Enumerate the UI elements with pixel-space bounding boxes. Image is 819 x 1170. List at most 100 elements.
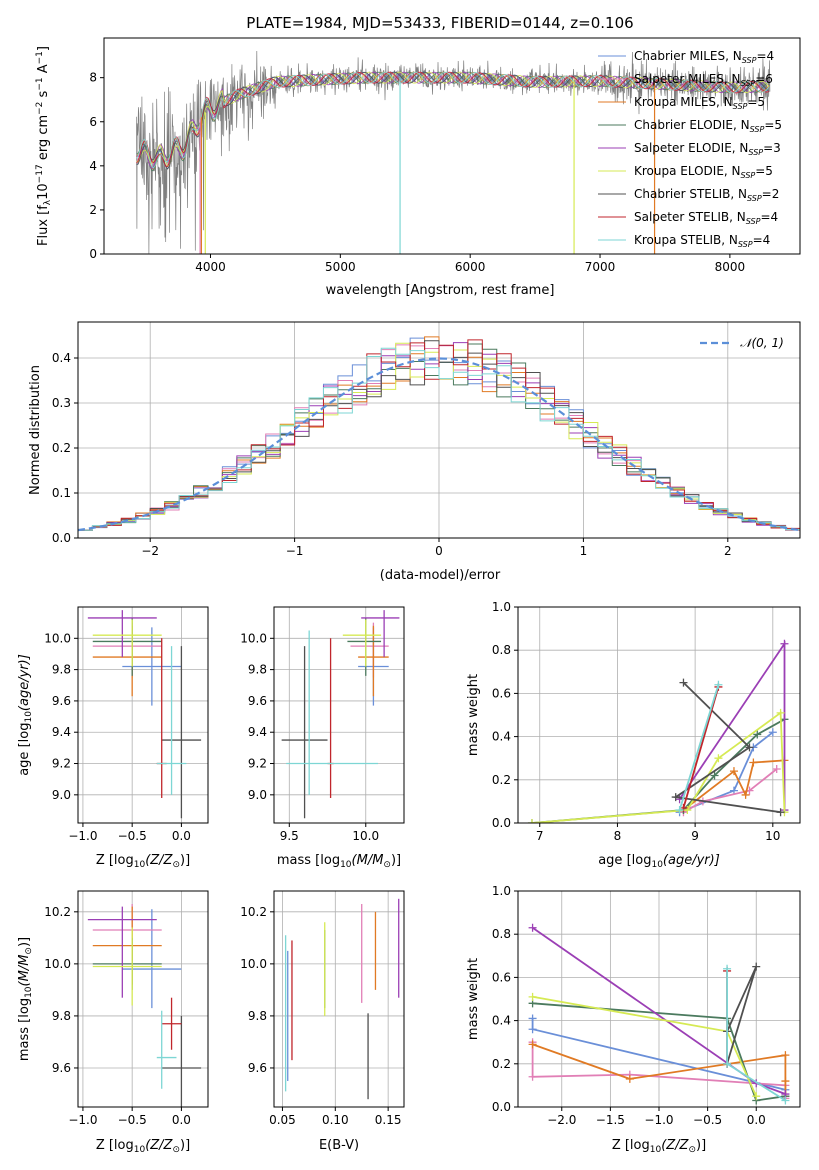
legend-subscript: SSP — [741, 79, 756, 88]
y-tick-label: 10.0 — [240, 631, 267, 645]
label-part: )] — [391, 853, 401, 868]
model-spectrum-4 — [136, 71, 770, 170]
weight-line-6 — [673, 681, 781, 814]
label-part: )] — [17, 937, 32, 947]
label-part: 10 — [134, 860, 146, 870]
weight-marker — [714, 680, 723, 689]
x-tick-label: 7 — [536, 829, 544, 843]
x-tick-label: −1.0 — [644, 1113, 673, 1127]
y-tick-label: 0.8 — [492, 927, 511, 941]
y-tick-label: 8 — [89, 71, 97, 85]
x-tick-label: 4000 — [195, 260, 226, 274]
spectrum-x-axis-label: wavelength [Angstrom, rest frame] — [326, 283, 555, 298]
label-part: Z [log — [96, 853, 134, 868]
legend-subscript: SSP — [738, 240, 753, 249]
label-part: (M/M — [17, 955, 32, 987]
axes-age_vs_Z: −1.0 −0.5 0.0 9.0 9.2 9.4 9.6 9.8 10.0 — [44, 606, 209, 843]
label-part: ⊙ — [383, 860, 391, 870]
errorbar-point-8 — [156, 1010, 177, 1089]
legend-count: =5 — [747, 95, 765, 109]
label-part: (age/yr)] — [17, 654, 32, 711]
age_vs_Z-y-axis-label: age [log10(age/yr)] — [17, 654, 34, 776]
errorbar-point-5 — [342, 619, 382, 667]
label-part: ⊙ — [688, 1145, 696, 1155]
x-tick-label: 10.0 — [352, 829, 379, 843]
axes-frame — [273, 606, 405, 824]
y-tick-label: 9.4 — [248, 725, 267, 739]
plot-area — [281, 610, 400, 819]
label-part: ⊙ — [24, 947, 34, 955]
axes-residual_hist: −2 −1 0 1 2 0.0 0.1 0.2 0.3 0.4 — [52, 321, 801, 558]
label-part: (Z/Z — [145, 1138, 173, 1153]
hist-y-axis-label: Normed distribution — [28, 365, 43, 495]
model-spectrum-2 — [136, 71, 770, 170]
plot-area — [528, 923, 790, 1105]
weight-marker — [741, 790, 750, 799]
errorbar-point-7 — [156, 638, 167, 798]
axes-weights_vs_Z: −2.0 −1.5 −1.0 −0.5 0.0 0.0 0.2 0.4 0.6 0.8 1.0 — [492, 884, 801, 1127]
label-part: erg cm — [36, 115, 51, 164]
model-spectrum-1 — [136, 71, 770, 167]
x-tick-label: 0.0 — [172, 829, 191, 843]
x-tick-label: −1.5 — [596, 1113, 625, 1127]
weights_vs_age-x-axis-label: age [log10(age/yr)] — [598, 853, 720, 870]
y-tick-label: 9.6 — [52, 1061, 71, 1075]
errorbar-point-5 — [92, 927, 162, 1006]
x-tick-label: 9 — [691, 829, 699, 843]
weight-line-7 — [682, 686, 720, 809]
legend-entry-0: Chabrier MILES, NSSP=4 — [634, 49, 774, 65]
x-tick-label: 9.5 — [280, 829, 299, 843]
y-tick-label: 0.1 — [52, 486, 71, 500]
x-tick-label: 5000 — [325, 260, 356, 274]
errorbar-point-7 — [327, 638, 334, 798]
y-tick-label: 1.0 — [492, 600, 511, 614]
label-part: −1 — [35, 77, 45, 90]
weight-marker — [752, 962, 761, 971]
x-tick-label: −1.0 — [68, 829, 97, 843]
normal-reference-curve — [78, 357, 800, 532]
errorbar-point-3 — [347, 617, 382, 676]
x-tick-label: −0.5 — [118, 829, 147, 843]
label-part: −1 — [35, 51, 45, 64]
label-part: Flux [f — [36, 205, 51, 246]
y-tick-label: 9.8 — [52, 1009, 71, 1023]
errorbar-point-0 — [122, 909, 182, 1009]
weight-marker — [723, 964, 732, 973]
y-tick-label: 0.4 — [52, 351, 71, 365]
axes-frame — [273, 890, 405, 1108]
errorbar-point-7 — [161, 997, 182, 1050]
label-part: 10 — [650, 1145, 662, 1155]
y-tick-label: 0.2 — [492, 773, 511, 787]
axes-frame — [103, 37, 801, 255]
label-part: −17 — [35, 164, 45, 183]
errorbar-point-6 — [161, 646, 202, 819]
weight-marker — [679, 678, 688, 687]
y-tick-label: 9.6 — [52, 694, 71, 708]
plot-area — [284, 898, 400, 1100]
age_vs_Z-x-axis-label: Z [log10(Z/Z⊙)] — [96, 853, 190, 870]
y-tick-label: 0.0 — [52, 531, 71, 545]
weight-marker — [752, 1092, 761, 1101]
label-part: (Z/Z — [145, 853, 173, 868]
legend-subscript: SSP — [742, 56, 757, 65]
axes-frame — [77, 606, 209, 824]
weight-marker — [528, 923, 537, 932]
weight-marker — [671, 793, 680, 802]
label-part: 10 — [24, 711, 34, 723]
y-tick-label: 0.8 — [492, 643, 511, 657]
y-tick-label: 4 — [89, 159, 97, 173]
legend-count: =6 — [755, 72, 773, 86]
weight-marker — [723, 1059, 732, 1068]
weight-line-6 — [726, 966, 758, 1065]
y-tick-label: 0.3 — [52, 396, 71, 410]
y-tick-label: 9.8 — [248, 663, 267, 677]
y-tick-label: 0 — [89, 247, 97, 261]
spectrum-y-axis-label: Flux [fλ10−17 erg cm−2 s−1 A−1] — [35, 46, 53, 246]
axes-age_vs_mass: 9.5 10.0 9.0 9.2 9.4 9.6 9.8 10.0 — [240, 606, 405, 843]
x-tick-label: −1.0 — [68, 1113, 97, 1127]
legend-entry-4: Salpeter ELODIE, NSSP=3 — [634, 141, 781, 157]
x-tick-label: 8 — [614, 829, 622, 843]
weight-marker — [675, 806, 684, 815]
legend-entry-7: Salpeter STELIB, NSSP=4 — [634, 210, 778, 226]
weight-marker — [776, 708, 785, 717]
